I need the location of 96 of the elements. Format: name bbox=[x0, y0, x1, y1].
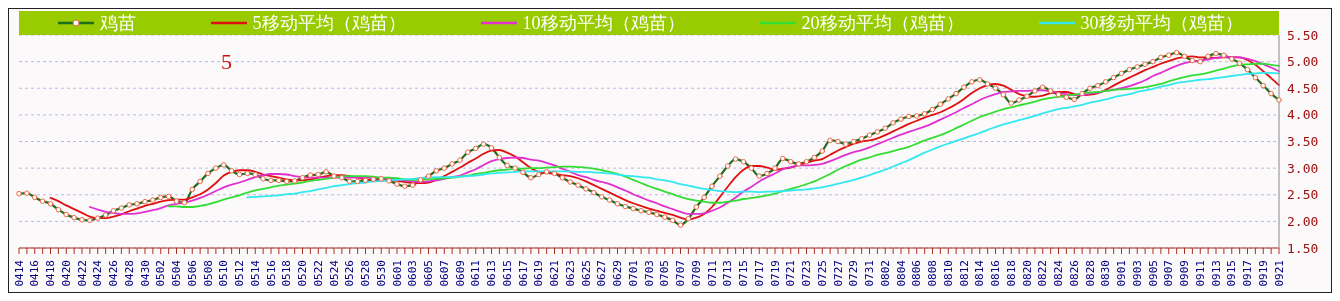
x-tick-label: 0828 bbox=[1083, 260, 1097, 287]
x-tick-label: 0613 bbox=[485, 260, 498, 287]
x-tick-label: 0804 bbox=[894, 259, 908, 287]
x-tick-label: 0703 bbox=[642, 260, 656, 287]
x-tick-label: 0911 bbox=[1193, 260, 1207, 287]
legend-label: 鸡苗 bbox=[99, 12, 136, 35]
y-tick-label: 4.00 bbox=[1287, 107, 1319, 123]
x-tick-label: 0909 bbox=[1178, 260, 1191, 287]
x-tick-label: 0416 bbox=[28, 260, 42, 287]
x-tick-label: 0629 bbox=[611, 260, 624, 287]
x-tick-label: 0915 bbox=[1225, 260, 1239, 287]
annotation: 5 bbox=[221, 49, 232, 75]
x-tick-label: 0713 bbox=[721, 260, 735, 287]
x-tick-label: 0719 bbox=[768, 260, 782, 287]
x-tick-label: 0508 bbox=[201, 260, 215, 287]
x-tick-label: 0707 bbox=[674, 260, 687, 287]
x-tick-label: 0611 bbox=[469, 260, 483, 287]
x-tick-label: 0905 bbox=[1146, 260, 1160, 287]
x-tick-label: 0913 bbox=[1209, 260, 1223, 287]
x-tick-label: 0907 bbox=[1162, 260, 1176, 287]
x-tick-label: 0428 bbox=[122, 260, 136, 287]
x-tick-label: 0504 bbox=[170, 259, 183, 287]
x-tick-label: 0422 bbox=[75, 260, 89, 287]
y-tick-label: 2.00 bbox=[1287, 213, 1319, 229]
x-tick-label: 0826 bbox=[1067, 260, 1081, 287]
y-tick-label: 5.00 bbox=[1287, 54, 1319, 70]
x-tick-label: 0820 bbox=[1020, 260, 1034, 287]
y-tick-label: 1.50 bbox=[1287, 240, 1319, 256]
x-tick-label: 0414 bbox=[12, 259, 26, 287]
x-tick-label: 0522 bbox=[311, 260, 325, 287]
x-tick-label: 0903 bbox=[1130, 260, 1144, 287]
x-tick-label: 0520 bbox=[296, 260, 309, 287]
legend-label: 5移动平均（鸡苗） bbox=[252, 12, 406, 35]
x-tick-label: 0623 bbox=[563, 260, 577, 287]
x-tick-label: 0822 bbox=[1036, 260, 1050, 287]
x-tick-label: 0418 bbox=[44, 260, 57, 287]
x-tick-label: 0711 bbox=[705, 260, 719, 287]
x-tick-label: 0818 bbox=[1004, 260, 1018, 287]
x-tick-label: 0808 bbox=[926, 260, 939, 287]
x-tick-label: 0717 bbox=[752, 260, 766, 287]
x-tick-label: 0816 bbox=[989, 260, 1002, 287]
x-tick-label: 0601 bbox=[390, 260, 404, 287]
x-tick-label: 0709 bbox=[689, 260, 703, 287]
x-tick-label: 0619 bbox=[532, 260, 546, 287]
x-tick-label: 0528 bbox=[359, 260, 372, 287]
x-tick-label: 0715 bbox=[737, 260, 750, 287]
x-tick-label: 0617 bbox=[516, 260, 530, 287]
x-tick-label: 0919 bbox=[1256, 260, 1270, 287]
legend-label: 30移动平均（鸡苗） bbox=[1080, 12, 1243, 35]
x-tick-label: 0627 bbox=[595, 260, 609, 287]
x-tick-label: 0516 bbox=[264, 260, 278, 287]
legend-label: 20移动平均（鸡苗） bbox=[801, 12, 964, 35]
x-tick-label: 0512 bbox=[233, 260, 246, 287]
x-tick-label: 0430 bbox=[138, 260, 152, 287]
x-tick-label: 0806 bbox=[910, 260, 924, 287]
x-tick-label: 0901 bbox=[1115, 260, 1128, 287]
x-tick-label: 0502 bbox=[154, 260, 168, 287]
x-tick-label: 0621 bbox=[548, 260, 561, 287]
x-tick-label: 0514 bbox=[248, 259, 262, 287]
y-tick-label: 2.50 bbox=[1287, 187, 1319, 203]
x-tick-label: 0524 bbox=[327, 259, 341, 287]
y-tick-label: 5.50 bbox=[1287, 27, 1319, 43]
y-tick-label: 3.50 bbox=[1287, 134, 1319, 150]
x-tick-label: 0518 bbox=[280, 260, 294, 287]
x-tick-label: 0605 bbox=[422, 260, 435, 287]
x-tick-label: 0526 bbox=[343, 260, 357, 287]
x-tick-label: 0609 bbox=[453, 260, 467, 287]
x-tick-label: 0802 bbox=[878, 260, 892, 287]
x-tick-label: 0725 bbox=[815, 260, 829, 287]
x-tick-label: 0731 bbox=[863, 260, 876, 287]
legend-label: 10移动平均（鸡苗） bbox=[522, 12, 685, 35]
x-tick-label: 0510 bbox=[217, 260, 231, 287]
x-tick-label: 0921 bbox=[1272, 260, 1286, 287]
x-tick-label: 0729 bbox=[847, 260, 861, 287]
x-tick-label: 0603 bbox=[406, 260, 420, 287]
x-tick-label: 0917 bbox=[1241, 260, 1254, 287]
y-tick-label: 3.00 bbox=[1287, 160, 1319, 176]
x-tick-label: 0814 bbox=[973, 259, 987, 287]
x-tick-label: 0721 bbox=[784, 260, 798, 287]
x-tick-label: 0615 bbox=[500, 260, 514, 287]
x-tick-label: 0727 bbox=[831, 260, 845, 287]
x-tick-label: 0812 bbox=[957, 260, 971, 287]
x-tick-label: 0723 bbox=[800, 260, 813, 287]
x-tick-label: 0625 bbox=[579, 260, 593, 287]
x-tick-label: 0506 bbox=[185, 260, 199, 287]
x-tick-label: 0607 bbox=[437, 260, 451, 287]
x-tick-label: 0426 bbox=[107, 260, 120, 287]
x-tick-label: 0424 bbox=[91, 259, 105, 287]
x-tick-label: 0810 bbox=[941, 260, 955, 287]
y-tick-label: 4.50 bbox=[1287, 80, 1319, 96]
x-tick-label: 0420 bbox=[59, 260, 73, 287]
x-tick-label: 0830 bbox=[1099, 260, 1113, 287]
x-tick-label: 0701 bbox=[626, 260, 640, 287]
x-tick-label: 0530 bbox=[374, 260, 388, 287]
x-tick-label: 0705 bbox=[658, 260, 672, 287]
x-tick-label: 0824 bbox=[1052, 259, 1065, 287]
